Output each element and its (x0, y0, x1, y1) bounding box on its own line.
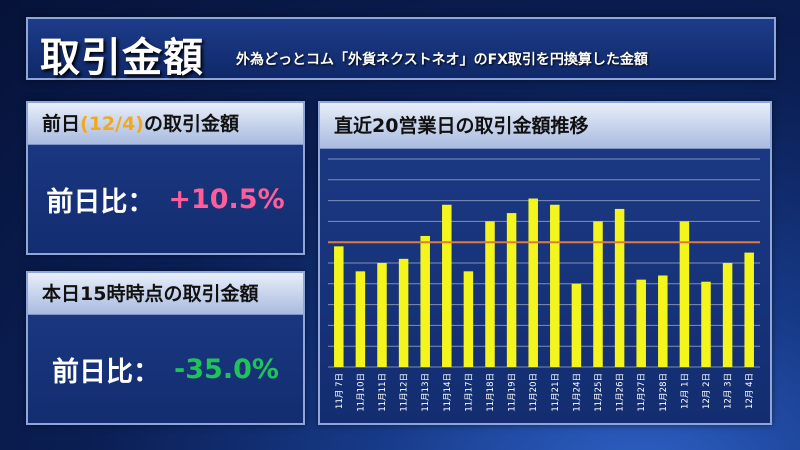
chart-bar (571, 283, 582, 367)
prev-day-title-suffix: の取引金額 (143, 113, 239, 135)
prev-day-title-date: (12/4) (80, 113, 144, 135)
chart-bar (593, 221, 603, 367)
chart-bar (506, 213, 517, 367)
chart-x-tick-label: 11月18日 (486, 373, 496, 412)
chart-bar (658, 275, 668, 367)
today-card-title: 本日15時時点の取引金額 (28, 273, 303, 315)
trading-volume-bar-chart: 11月 7日 11月10日 11月11日 11月12日 11月13日 11月14日 11月1… (328, 158, 760, 412)
prev-day-compare-value: +10.5% (168, 183, 285, 215)
chart-x-tick-label: 11月12日 (400, 373, 410, 412)
chart-x-tick-label: 11月25日 (594, 373, 604, 412)
chart-bar (420, 235, 430, 367)
chart-bar (377, 263, 387, 367)
chart-bar (701, 281, 711, 367)
page-subtitle: 外為どっとコム「外貨ネクストネオ」のFX取引を円換算した金額 (236, 52, 648, 68)
chart-bar (636, 279, 646, 367)
chart-x-tick-label: 11月 7日 (335, 373, 345, 409)
prev-day-card-body: 前日比： +10.5% (28, 145, 303, 253)
today-card: 本日15時時点の取引金額 前日比： -35.0% (26, 271, 305, 425)
chart-bar (398, 258, 409, 367)
prev-day-card-title: 前日(12/4)の取引金額 (28, 103, 303, 145)
chart-bar (744, 252, 754, 367)
chart-x-tick-label: 11月19日 (508, 373, 518, 412)
page-title: 取引金額 (40, 35, 204, 81)
chart-x-tick-label: 11月24日 (572, 373, 582, 412)
chart-bar (442, 204, 452, 367)
chart-x-tick-label: 11月28日 (659, 373, 669, 412)
chart-title: 直近20営業日の取引金額推移 (320, 103, 770, 149)
prev-day-compare-label: 前日比： (46, 186, 155, 218)
chart-x-tick-label: 11月10日 (356, 373, 366, 412)
chart-x-tick-label: 11月13日 (421, 373, 431, 412)
chart-x-tick-label: 11月21日 (551, 373, 561, 412)
chart-x-tick-label: 12月 3日 (724, 373, 734, 409)
chart-bar (550, 204, 560, 367)
chart-x-tick-label: 12月 2日 (702, 373, 712, 409)
prev-day-card: 前日(12/4)の取引金額 前日比： +10.5% (26, 101, 305, 255)
chart-x-tick-label: 11月17日 (464, 373, 474, 412)
chart-x-tick-label: 11月20日 (529, 373, 539, 412)
chart-x-tick-label: 11月27日 (637, 373, 647, 412)
chart-bar (334, 246, 344, 367)
chart-x-tick-label: 11月11日 (378, 373, 388, 412)
chart-panel: 直近20営業日の取引金額推移 11月 7日 11月10日 11月11日 11月12日 1… (318, 101, 772, 425)
chart-bar (722, 263, 733, 367)
chart-bar (463, 271, 474, 367)
chart-bar (528, 198, 538, 367)
today-card-body: 前日比： -35.0% (28, 315, 303, 423)
chart-x-tick-label: 12月 1日 (680, 373, 690, 409)
chart-bar (614, 208, 625, 367)
prev-day-title-prefix: 前日 (42, 113, 81, 135)
chart-bar (679, 221, 690, 367)
today-compare-value: -35.0% (174, 353, 279, 385)
chart-x-tick-label: 11月26日 (616, 373, 626, 412)
chart-bar (485, 221, 495, 367)
header-banner: 取引金額 外為どっとコム「外貨ネクストネオ」のFX取引を円換算した金額 (26, 17, 776, 81)
chart-x-tick-label: 12月 4日 (745, 373, 755, 409)
chart-bar (355, 271, 366, 367)
chart-x-tick-label: 11月14日 (443, 373, 453, 412)
today-compare-label: 前日比： (52, 356, 161, 388)
